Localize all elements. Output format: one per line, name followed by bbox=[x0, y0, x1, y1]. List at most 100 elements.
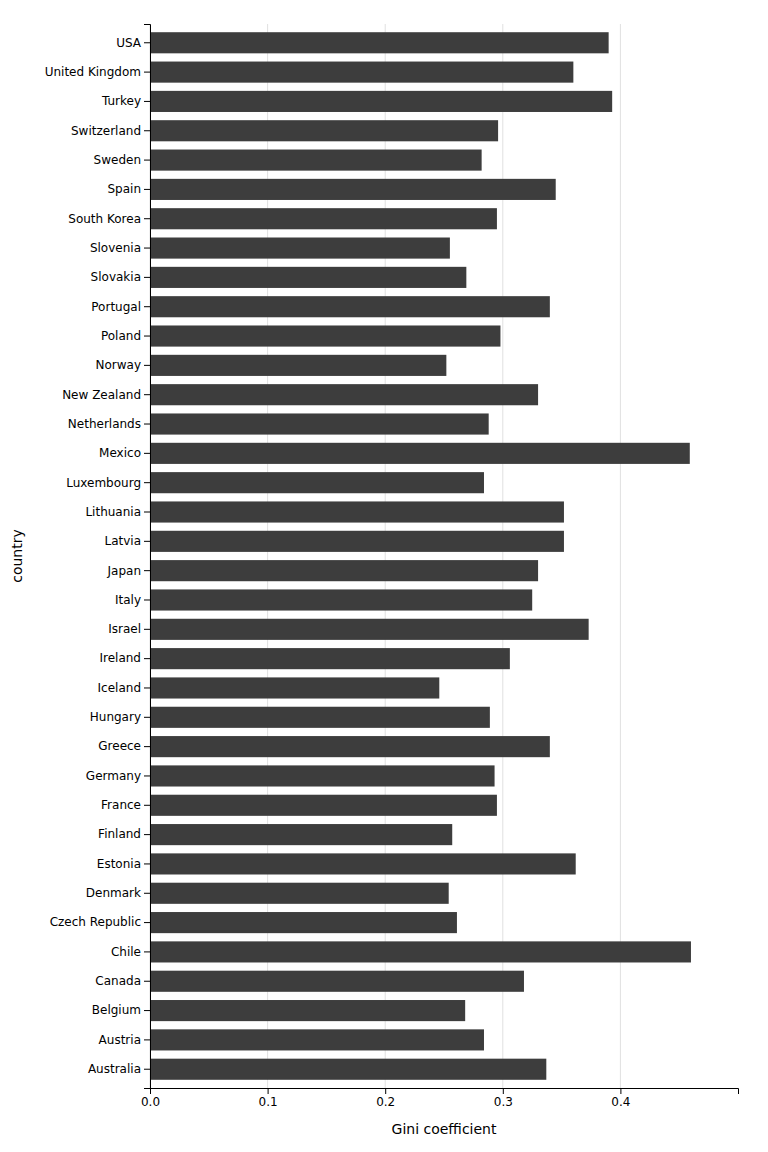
x-tick-label: 0.1 bbox=[259, 1095, 278, 1109]
y-tick: New Zealand bbox=[62, 388, 150, 402]
y-tick-mark bbox=[144, 248, 150, 249]
y-tick-label: Hungary bbox=[90, 710, 141, 724]
x-axis: 0.00.10.20.30.4 bbox=[141, 1088, 739, 1109]
bar bbox=[150, 531, 564, 552]
y-tick: Portugal bbox=[91, 300, 150, 314]
y-tick-label: Slovakia bbox=[91, 270, 141, 284]
bar bbox=[150, 150, 482, 171]
y-tick-mark bbox=[144, 277, 150, 278]
y-tick-label: Norway bbox=[95, 358, 141, 372]
bars bbox=[150, 32, 691, 1080]
y-tick-label: Ireland bbox=[99, 651, 141, 665]
y-tick-mark bbox=[144, 746, 150, 747]
y-tick-label: Netherlands bbox=[68, 417, 141, 431]
y-tick-label: Luxembourg bbox=[66, 476, 141, 490]
y-tick: Finland bbox=[98, 827, 150, 841]
bar bbox=[150, 267, 466, 288]
bar bbox=[150, 912, 457, 933]
bar bbox=[150, 883, 449, 904]
bar bbox=[150, 619, 589, 640]
y-tick-mark bbox=[144, 599, 150, 600]
y-tick-label: Latvia bbox=[104, 534, 141, 548]
x-tick-label: 0.0 bbox=[141, 1095, 160, 1109]
bar bbox=[150, 941, 691, 962]
y-tick: Poland bbox=[101, 329, 150, 343]
bar bbox=[150, 62, 573, 83]
y-tick-mark bbox=[144, 482, 150, 483]
chart: 0.00.10.20.30.4AustraliaAustriaBelgiumCa… bbox=[0, 0, 768, 1152]
y-tick-mark bbox=[144, 805, 150, 806]
plot-area: 0.00.10.20.30.4AustraliaAustriaBelgiumCa… bbox=[45, 24, 739, 1109]
y-tick: USA bbox=[116, 36, 150, 50]
bar bbox=[150, 355, 446, 376]
y-tick-mark bbox=[144, 394, 150, 395]
y-tick-mark bbox=[144, 1069, 150, 1070]
y-tick: Denmark bbox=[86, 886, 150, 900]
y-tick-mark bbox=[144, 101, 150, 102]
y-tick-label: Sweden bbox=[94, 153, 141, 167]
y-tick: United Kingdom bbox=[45, 65, 150, 79]
bar bbox=[150, 853, 576, 874]
y-tick-label: Turkey bbox=[101, 94, 141, 108]
y-tick: Latvia bbox=[104, 534, 150, 548]
y-tick: Switzerland bbox=[71, 124, 150, 138]
y-tick-label: Lithuania bbox=[85, 505, 141, 519]
y-axis-line bbox=[144, 25, 151, 1089]
bar bbox=[150, 648, 510, 669]
y-tick: Belgium bbox=[92, 1003, 150, 1017]
y-tick-mark bbox=[144, 42, 150, 43]
x-tick: 0.2 bbox=[376, 1088, 395, 1109]
y-tick: Iceland bbox=[98, 681, 150, 695]
y-tick-mark bbox=[144, 951, 150, 952]
y-tick-mark bbox=[144, 981, 150, 982]
y-tick-mark bbox=[144, 629, 150, 630]
y-tick-mark bbox=[144, 775, 150, 776]
bar bbox=[150, 707, 490, 728]
y-tick-mark bbox=[144, 893, 150, 894]
bar bbox=[150, 208, 497, 229]
y-tick-mark bbox=[144, 658, 150, 659]
y-tick-label: Estonia bbox=[97, 857, 141, 871]
bar bbox=[150, 736, 550, 757]
y-tick: Sweden bbox=[94, 153, 150, 167]
y-tick-label: France bbox=[101, 798, 141, 812]
bar bbox=[150, 443, 690, 464]
y-tick-mark bbox=[144, 365, 150, 366]
bar bbox=[150, 589, 532, 610]
x-tick: 0.3 bbox=[494, 1088, 513, 1109]
y-tick: France bbox=[101, 798, 150, 812]
y-tick-label: Slovenia bbox=[90, 241, 141, 255]
y-tick-mark bbox=[144, 512, 150, 513]
y-tick-label: Austria bbox=[99, 1033, 141, 1047]
y-tick-mark bbox=[144, 922, 150, 923]
y-tick: Luxembourg bbox=[66, 476, 150, 490]
bar bbox=[150, 501, 564, 522]
y-tick-mark bbox=[144, 1039, 150, 1040]
bar bbox=[150, 384, 538, 405]
y-tick-mark bbox=[144, 541, 150, 542]
y-tick-label: Canada bbox=[95, 974, 141, 988]
y-axis-title: country bbox=[9, 529, 25, 583]
y-tick-label: Australia bbox=[88, 1062, 141, 1076]
bar bbox=[150, 1059, 546, 1080]
y-axis: AustraliaAustriaBelgiumCanadaChileCzech … bbox=[45, 25, 151, 1089]
bar bbox=[150, 971, 524, 992]
x-tick: 0.0 bbox=[141, 1088, 160, 1109]
y-tick: Turkey bbox=[101, 94, 150, 108]
y-tick: Norway bbox=[95, 358, 150, 372]
y-tick-label: Greece bbox=[98, 739, 141, 753]
y-tick-label: Spain bbox=[107, 182, 141, 196]
y-tick: Spain bbox=[107, 182, 150, 196]
y-tick-mark bbox=[144, 160, 150, 161]
bar bbox=[150, 765, 495, 786]
y-tick-label: Iceland bbox=[98, 681, 141, 695]
y-tick-mark bbox=[144, 130, 150, 131]
y-tick: Chile bbox=[111, 945, 150, 959]
y-tick-label: Poland bbox=[101, 329, 141, 343]
bar bbox=[150, 795, 497, 816]
bar bbox=[150, 32, 609, 53]
y-tick: Israel bbox=[108, 622, 150, 636]
x-axis-title: Gini coefficient bbox=[392, 1121, 497, 1137]
x-axis-line bbox=[151, 1089, 739, 1095]
y-tick: Hungary bbox=[90, 710, 150, 724]
